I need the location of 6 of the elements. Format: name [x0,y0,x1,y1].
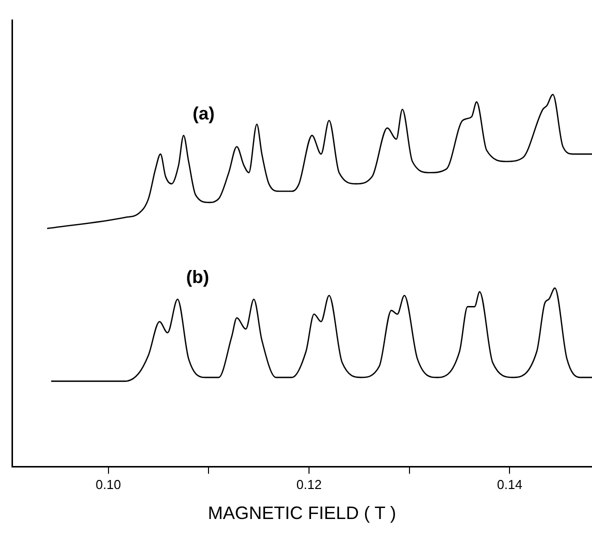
series-label: (a) [192,103,215,124]
x-tick-label: 0.14 [497,477,522,492]
x-tick-label: 0.12 [296,477,322,492]
series-label: (b) [186,267,210,288]
x-axis-title: MAGNETIC FIELD ( T ) [208,503,396,524]
x-tick-label: 0.10 [96,477,121,492]
